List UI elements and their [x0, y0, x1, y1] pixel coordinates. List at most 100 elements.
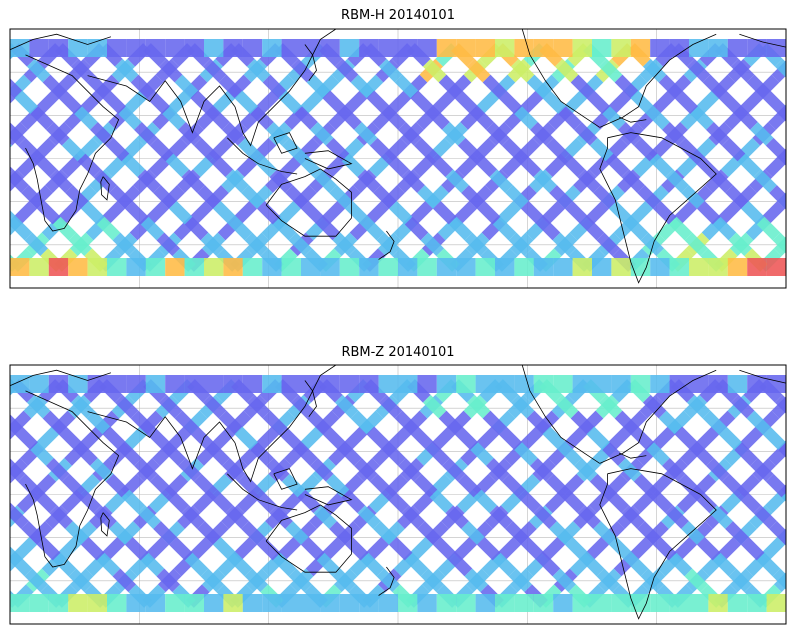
coastline	[87, 411, 236, 470]
swath-segment	[774, 394, 786, 414]
swath-segment	[17, 473, 42, 498]
swath-segment	[586, 426, 611, 451]
swath-segment	[781, 493, 786, 502]
swath-segment	[401, 505, 425, 529]
swath-segment	[33, 153, 58, 178]
swath-segment	[156, 232, 181, 257]
swath-segment	[46, 458, 70, 482]
swath-segment	[197, 521, 221, 545]
swath-segment	[750, 122, 774, 146]
swath-segment	[508, 568, 533, 593]
swath-segment	[542, 90, 567, 115]
swath-segment	[442, 458, 466, 482]
swath-segment	[233, 536, 258, 561]
swath-segment	[438, 74, 463, 99]
swath-segment	[533, 505, 557, 529]
swath-segment	[42, 74, 67, 99]
swath-segment	[725, 521, 749, 545]
swath-segment	[570, 410, 595, 435]
swath-segment	[253, 489, 278, 514]
swath-segment	[746, 74, 771, 99]
swath-segment	[33, 489, 58, 514]
swath-segment	[739, 426, 764, 451]
swath-segment	[373, 185, 397, 209]
swath-segment	[541, 200, 566, 225]
swath-segment	[233, 200, 258, 225]
swath-segment	[255, 426, 280, 451]
swath-segment	[737, 489, 762, 514]
swath-segment	[658, 74, 683, 99]
coastline	[599, 132, 717, 284]
panel-title-rbm-z: RBM-Z 20140101	[341, 345, 455, 360]
swath-segment	[297, 153, 322, 178]
swath-segment	[530, 458, 554, 482]
swath-segment	[652, 536, 677, 561]
swath-segment	[442, 122, 466, 146]
swath-segment	[438, 410, 463, 435]
swath-segment	[510, 394, 535, 419]
swath-segment	[158, 394, 183, 419]
coastline	[234, 365, 337, 483]
swath-segment	[376, 568, 401, 593]
swath-segment	[90, 122, 114, 146]
swath-segment	[86, 410, 111, 435]
swath-segment	[728, 568, 753, 593]
swath-segment	[510, 58, 535, 83]
satellite-swaths	[0, 39, 786, 276]
swath-segment	[285, 521, 309, 545]
swath-segment	[209, 153, 234, 178]
swath-segment	[272, 552, 297, 577]
swath-segment	[93, 505, 117, 529]
swath-segment	[690, 106, 714, 130]
swath-segment	[684, 568, 709, 593]
swath-segment	[461, 521, 485, 545]
swath-segment	[476, 200, 501, 225]
swath-segment	[234, 426, 259, 451]
swath-segment	[476, 536, 501, 561]
swath-segment	[350, 410, 375, 435]
swath-segment	[718, 426, 743, 451]
swath-segment	[61, 473, 86, 498]
swath-segment	[709, 505, 733, 529]
swath-segment	[505, 185, 529, 209]
swath-segment	[470, 442, 494, 466]
swath-segment	[725, 185, 749, 209]
swath-segment	[607, 426, 632, 451]
swath-segment	[234, 90, 259, 115]
swath-segment	[21, 521, 45, 545]
swath-segment	[79, 90, 104, 115]
swath-segment	[134, 122, 158, 146]
swath-segment	[541, 536, 566, 561]
coastline	[304, 150, 353, 170]
swath-segment	[168, 536, 193, 561]
swath-segment	[118, 106, 142, 130]
swath-segment	[422, 58, 447, 83]
swath-segment	[167, 90, 192, 115]
swath-segment	[624, 552, 649, 577]
swath-segment	[388, 536, 413, 561]
swath-segment	[668, 552, 693, 577]
swath-segment	[255, 90, 280, 115]
swath-segment	[332, 232, 357, 257]
swath-segment	[334, 58, 359, 83]
swath-segment	[61, 137, 86, 162]
swath-segment	[413, 473, 438, 498]
swath-segment	[665, 505, 689, 529]
swath-segment	[772, 568, 786, 590]
swath-segment	[526, 74, 551, 99]
swath-segment	[382, 442, 406, 466]
swath-segment	[162, 442, 186, 466]
swath-segment	[332, 568, 357, 593]
swath-segment	[404, 552, 429, 577]
swath-segment	[0, 63, 3, 79]
swath-segment	[482, 74, 507, 99]
swath-segment	[501, 137, 526, 162]
swath-segment	[417, 521, 441, 545]
swath-segment	[153, 521, 177, 545]
swath-segment	[357, 505, 381, 529]
swath-segment	[695, 90, 720, 115]
swath-segment	[58, 90, 83, 115]
swath-segment	[712, 216, 737, 241]
coastline	[10, 33, 112, 51]
